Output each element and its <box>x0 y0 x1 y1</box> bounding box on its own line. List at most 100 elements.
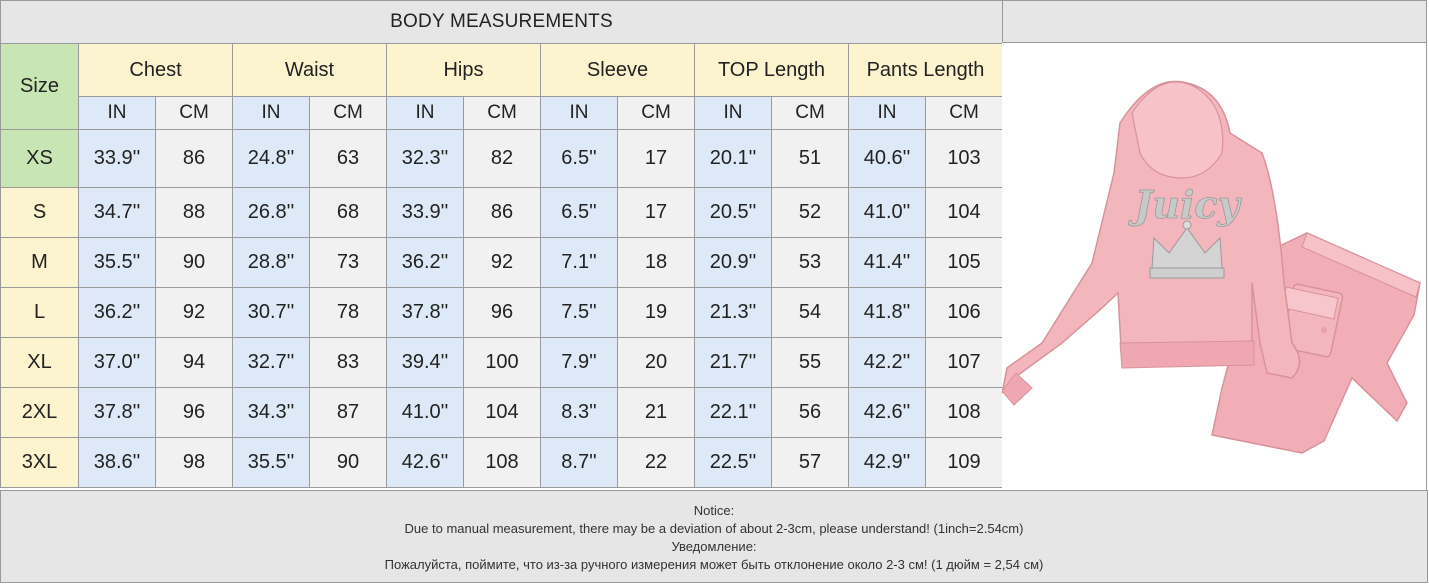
measure-header: Hips <box>386 43 541 97</box>
value-in-cell: 20.1'' <box>694 129 772 188</box>
value-cm-cell: 108 <box>924 387 1004 438</box>
unit-in-header: IN <box>848 96 926 130</box>
value-in-cell: 24.8'' <box>232 129 310 188</box>
size-cell: L <box>0 287 79 338</box>
value-in-cell: 21.3'' <box>694 287 772 338</box>
value-cm-cell: 78 <box>309 287 387 338</box>
value-in-cell: 41.4'' <box>848 237 926 288</box>
table-row: XS 33.9'' 86 24.8'' 63 32.3'' 82 6.5'' 17 20.1'' 5… <box>0 129 1004 188</box>
product-photo: Juicy <box>1002 43 1427 490</box>
pink-tracksuit-icon: Juicy <box>1002 80 1421 454</box>
value-in-cell: 20.9'' <box>694 237 772 288</box>
unit-cm-header: CM <box>463 96 541 130</box>
unit-in-header: IN <box>540 96 618 130</box>
value-in-cell: 35.5'' <box>232 437 310 488</box>
unit-cm-header: CM <box>771 96 849 130</box>
notice-text-en: Due to manual measurement, there may be … <box>404 521 1024 536</box>
value-cm-cell: 51 <box>771 129 849 188</box>
measure-header: Chest <box>78 43 233 97</box>
value-cm-cell: 82 <box>463 129 541 188</box>
value-cm-cell: 106 <box>924 287 1004 338</box>
value-cm-cell: 63 <box>309 129 387 188</box>
value-in-cell: 38.6'' <box>78 437 156 488</box>
value-in-cell: 41.0'' <box>386 387 464 438</box>
measure-header: TOP Length <box>694 43 849 97</box>
value-in-cell: 8.3'' <box>540 387 618 438</box>
size-column-header: Size <box>0 43 79 130</box>
value-in-cell: 35.5'' <box>78 237 156 288</box>
unit-cm-header: CM <box>924 96 1004 130</box>
value-in-cell: 37.8'' <box>386 287 464 338</box>
value-in-cell: 21.7'' <box>694 337 772 388</box>
value-cm-cell: 17 <box>617 187 695 238</box>
value-cm-cell: 86 <box>463 187 541 238</box>
value-cm-cell: 73 <box>309 237 387 288</box>
value-in-cell: 33.9'' <box>386 187 464 238</box>
value-cm-cell: 20 <box>617 337 695 388</box>
value-cm-cell: 90 <box>155 237 233 288</box>
value-cm-cell: 54 <box>771 287 849 338</box>
unit-cm-header: CM <box>155 96 233 130</box>
value-in-cell: 42.2'' <box>848 337 926 388</box>
table-row: 2XL 37.8'' 96 34.3'' 87 41.0'' 104 8.3'' 21 22.1'… <box>0 387 1004 438</box>
value-cm-cell: 92 <box>463 237 541 288</box>
value-in-cell: 30.7'' <box>232 287 310 338</box>
value-in-cell: 42.9'' <box>848 437 926 488</box>
value-in-cell: 6.5'' <box>540 129 618 188</box>
value-cm-cell: 96 <box>155 387 233 438</box>
value-cm-cell: 52 <box>771 187 849 238</box>
value-cm-cell: 86 <box>155 129 233 188</box>
value-cm-cell: 94 <box>155 337 233 388</box>
title-bar-right <box>1002 0 1427 43</box>
value-in-cell: 34.7'' <box>78 187 156 238</box>
notice-heading-en: Notice: <box>693 503 735 518</box>
value-in-cell: 7.5'' <box>540 287 618 338</box>
value-in-cell: 22.1'' <box>694 387 772 438</box>
notice-box: Notice: Due to manual measurement, there… <box>0 490 1428 583</box>
value-cm-cell: 87 <box>309 387 387 438</box>
value-cm-cell: 90 <box>309 437 387 488</box>
value-in-cell: 36.2'' <box>78 287 156 338</box>
value-in-cell: 34.3'' <box>232 387 310 438</box>
value-cm-cell: 100 <box>463 337 541 388</box>
value-in-cell: 37.8'' <box>78 387 156 438</box>
value-in-cell: 7.9'' <box>540 337 618 388</box>
value-cm-cell: 68 <box>309 187 387 238</box>
value-in-cell: 8.7'' <box>540 437 618 488</box>
table-row: XL 37.0'' 94 32.7'' 83 39.4'' 100 7.9'' 20 21.7''… <box>0 337 1004 388</box>
value-cm-cell: 103 <box>924 129 1004 188</box>
value-cm-cell: 19 <box>617 287 695 338</box>
value-in-cell: 42.6'' <box>386 437 464 488</box>
size-cell: M <box>0 237 79 288</box>
size-cell: XL <box>0 337 79 388</box>
hoodie-icon: Juicy <box>1002 80 1301 406</box>
logo-text: Juicy <box>1128 182 1242 227</box>
table-row: M 35.5'' 90 28.8'' 73 36.2'' 92 7.1'' 18 20.9'' 53… <box>0 237 1004 288</box>
value-in-cell: 22.5'' <box>694 437 772 488</box>
value-cm-cell: 21 <box>617 387 695 438</box>
value-cm-cell: 107 <box>924 337 1004 388</box>
notice-heading-ru: Уведомление: <box>671 539 757 554</box>
value-cm-cell: 109 <box>924 437 1004 488</box>
value-in-cell: 7.1'' <box>540 237 618 288</box>
unit-cm-header: CM <box>617 96 695 130</box>
value-cm-cell: 88 <box>155 187 233 238</box>
value-in-cell: 42.6'' <box>848 387 926 438</box>
unit-cm-header: CM <box>309 96 387 130</box>
value-cm-cell: 108 <box>463 437 541 488</box>
value-cm-cell: 55 <box>771 337 849 388</box>
table-row: L 36.2'' 92 30.7'' 78 37.8'' 96 7.5'' 19 21.3'' 54… <box>0 287 1004 338</box>
table-row: S 34.7'' 88 26.8'' 68 33.9'' 86 6.5'' 17 20.5'' 52… <box>0 187 1004 238</box>
value-in-cell: 37.0'' <box>78 337 156 388</box>
value-in-cell: 36.2'' <box>386 237 464 288</box>
value-in-cell: 41.0'' <box>848 187 926 238</box>
value-cm-cell: 18 <box>617 237 695 288</box>
value-cm-cell: 98 <box>155 437 233 488</box>
value-in-cell: 6.5'' <box>540 187 618 238</box>
value-cm-cell: 96 <box>463 287 541 338</box>
value-cm-cell: 22 <box>617 437 695 488</box>
value-in-cell: 32.3'' <box>386 129 464 188</box>
measure-header: Sleeve <box>540 43 695 97</box>
size-cell: 3XL <box>0 437 79 488</box>
value-in-cell: 26.8'' <box>232 187 310 238</box>
